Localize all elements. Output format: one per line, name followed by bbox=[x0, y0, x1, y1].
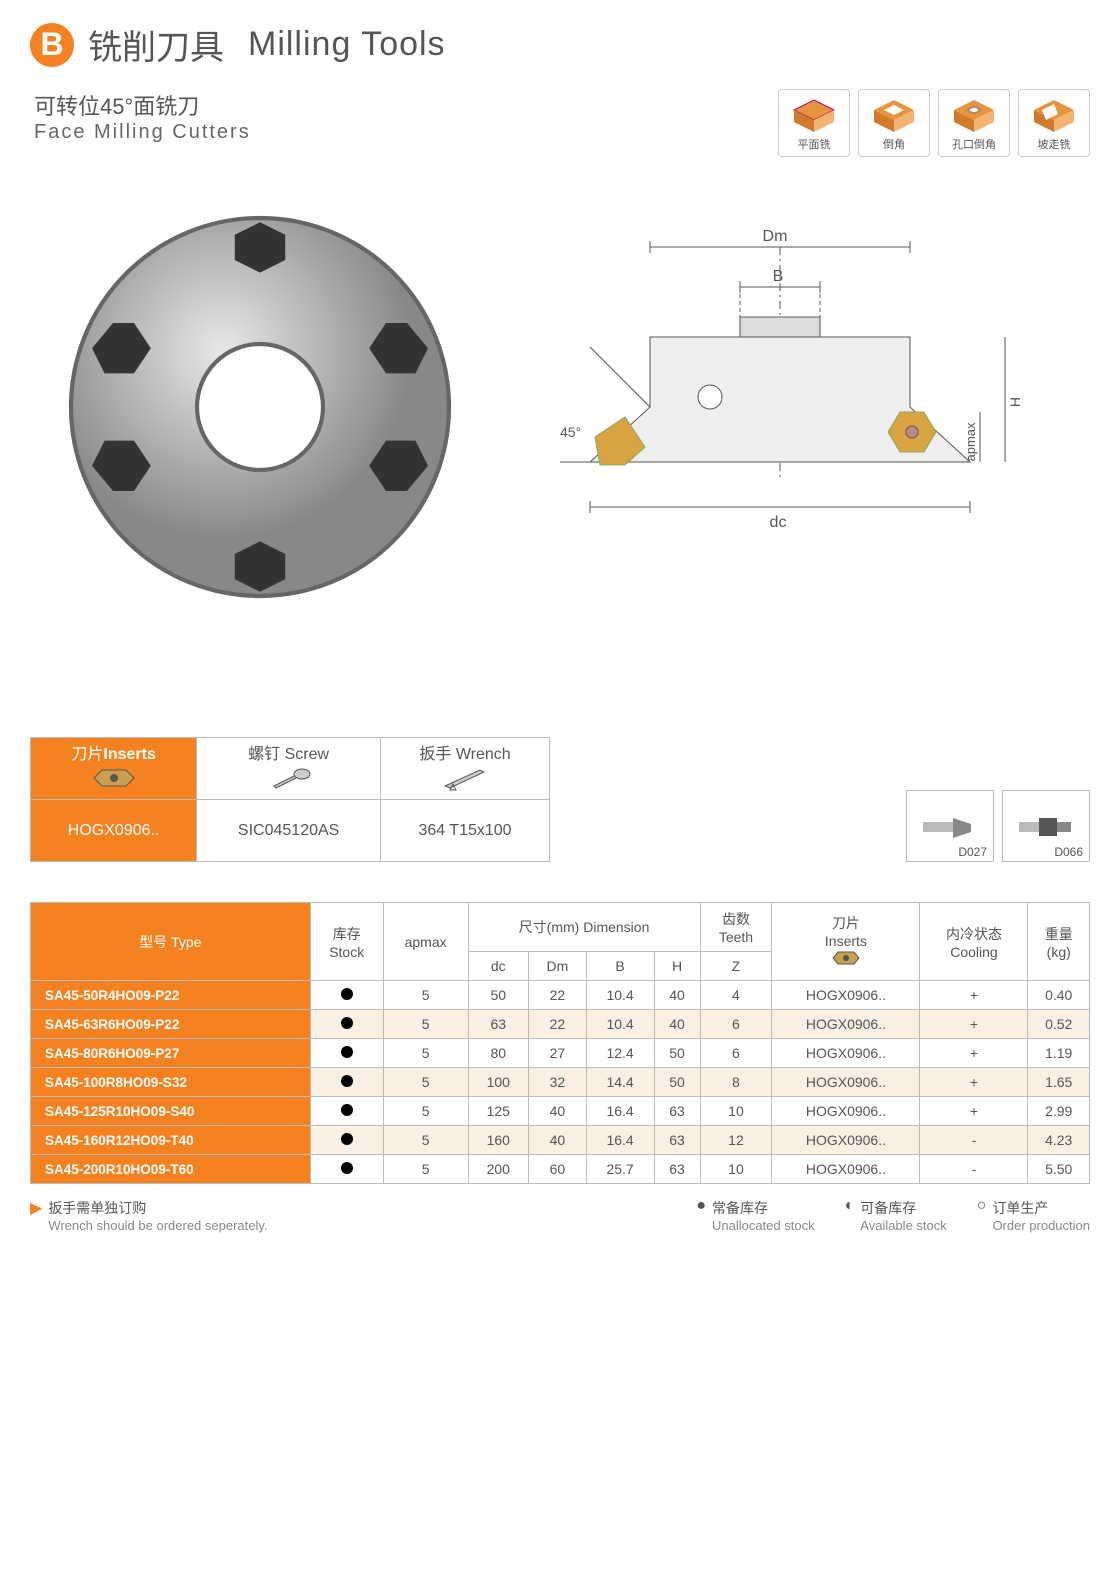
app-icon-ramp: 坡走铣 bbox=[1018, 89, 1090, 157]
col-z: Z bbox=[700, 952, 772, 981]
table-row: SA45-80R6HO09-P275802712.4506HOGX0906..+… bbox=[31, 1039, 1090, 1068]
specifications-table: 型号 Type 库存Stock apmax 尺寸(mm) Dimension 齿… bbox=[30, 902, 1090, 1184]
title-chinese: 铣削刀具 bbox=[88, 20, 224, 69]
col-weight: 重量(kg) bbox=[1028, 903, 1090, 981]
section-badge: B bbox=[30, 23, 74, 67]
table-row: SA45-63R6HO09-P225632210.4406HOGX0906..+… bbox=[31, 1010, 1090, 1039]
title-english: Milling Tools bbox=[248, 25, 446, 64]
dimension-diagram: Dm B 45° dc H apmax bbox=[510, 197, 1070, 617]
subheader: 可转位45°面铣刀 Face Milling Cutters bbox=[30, 89, 251, 144]
legend-full: ●常备库存Unallocated stock bbox=[696, 1198, 814, 1233]
svg-text:H: H bbox=[1007, 397, 1023, 407]
col-dimension: 尺寸(mm) Dimension bbox=[468, 903, 700, 952]
col-apmax: apmax bbox=[383, 903, 468, 981]
footer-note: ▶ 扳手需单独订购 Wrench should be ordered seper… bbox=[30, 1198, 268, 1233]
stock-legend: ●常备库存Unallocated stock ◐可备库存Available sto… bbox=[696, 1198, 1090, 1233]
screw-value: SIC045120AS bbox=[197, 800, 381, 862]
reference-icons: D027D066 bbox=[906, 790, 1090, 862]
inserts-header: 刀片Inserts bbox=[31, 738, 197, 800]
app-icon-holech: 孔口倒角 bbox=[938, 89, 1010, 157]
wrench-value: 364 T15x100 bbox=[381, 800, 550, 862]
ref-D066: D066 bbox=[1002, 790, 1090, 862]
svg-text:45°: 45° bbox=[560, 424, 581, 440]
col-type: 型号 Type bbox=[31, 903, 311, 981]
wrench-header: 扳手 Wrench bbox=[381, 738, 550, 800]
subtitle-chinese: 可转位45°面铣刀 bbox=[34, 89, 251, 121]
app-icon-chamfer: 倒角 bbox=[858, 89, 930, 157]
screw-header: 螺钉 Screw bbox=[197, 738, 381, 800]
ref-D027: D027 bbox=[906, 790, 994, 862]
inserts-value: HOGX0906.. bbox=[31, 800, 197, 862]
col-teeth: 齿数Teeth bbox=[700, 903, 772, 952]
svg-text:B: B bbox=[773, 268, 784, 285]
table-row: SA45-100R8HO09-S3251003214.4508HOGX0906.… bbox=[31, 1068, 1090, 1097]
table-row: SA45-160R12HO09-T4051604016.46312HOGX090… bbox=[31, 1126, 1090, 1155]
col-stock: 库存Stock bbox=[310, 903, 383, 981]
product-photo bbox=[50, 197, 470, 617]
svg-text:apmax: apmax bbox=[963, 422, 978, 462]
page-header: B 铣削刀具 Milling Tools bbox=[30, 20, 1090, 69]
table-row: SA45-50R4HO09-P225502210.4404HOGX0906..+… bbox=[31, 981, 1090, 1010]
arrow-icon: ▶ bbox=[30, 1198, 42, 1218]
table-row: SA45-125R10HO09-S4051254016.46310HOGX090… bbox=[31, 1097, 1090, 1126]
legend-empty: ○订单生产Order production bbox=[977, 1198, 1090, 1233]
subtitle-english: Face Milling Cutters bbox=[34, 121, 251, 144]
application-icons: 平面铣倒角孔口倒角坡走铣 bbox=[778, 89, 1090, 157]
col-inserts: 刀片Inserts bbox=[772, 903, 920, 981]
app-icon-face: 平面铣 bbox=[778, 89, 850, 157]
svg-text:Dm: Dm bbox=[763, 228, 788, 245]
col-dc: dc bbox=[468, 952, 529, 981]
page-footer: ▶ 扳手需单独订购 Wrench should be ordered seper… bbox=[30, 1198, 1090, 1233]
table-row: SA45-200R10HO09-T6052006025.76310HOGX090… bbox=[31, 1155, 1090, 1184]
svg-text:dc: dc bbox=[770, 514, 787, 531]
parts-table: 刀片Inserts 螺钉 Screw 扳手 Wrench HOGX0906.. … bbox=[30, 737, 550, 862]
col-b: B bbox=[586, 952, 654, 981]
col-h: H bbox=[654, 952, 700, 981]
col-dm: Dm bbox=[529, 952, 587, 981]
spec-rows: SA45-50R4HO09-P225502210.4404HOGX0906..+… bbox=[31, 981, 1090, 1184]
legend-half: ◐可备库存Available stock bbox=[845, 1198, 947, 1233]
col-cooling: 内冷状态Cooling bbox=[920, 903, 1028, 981]
